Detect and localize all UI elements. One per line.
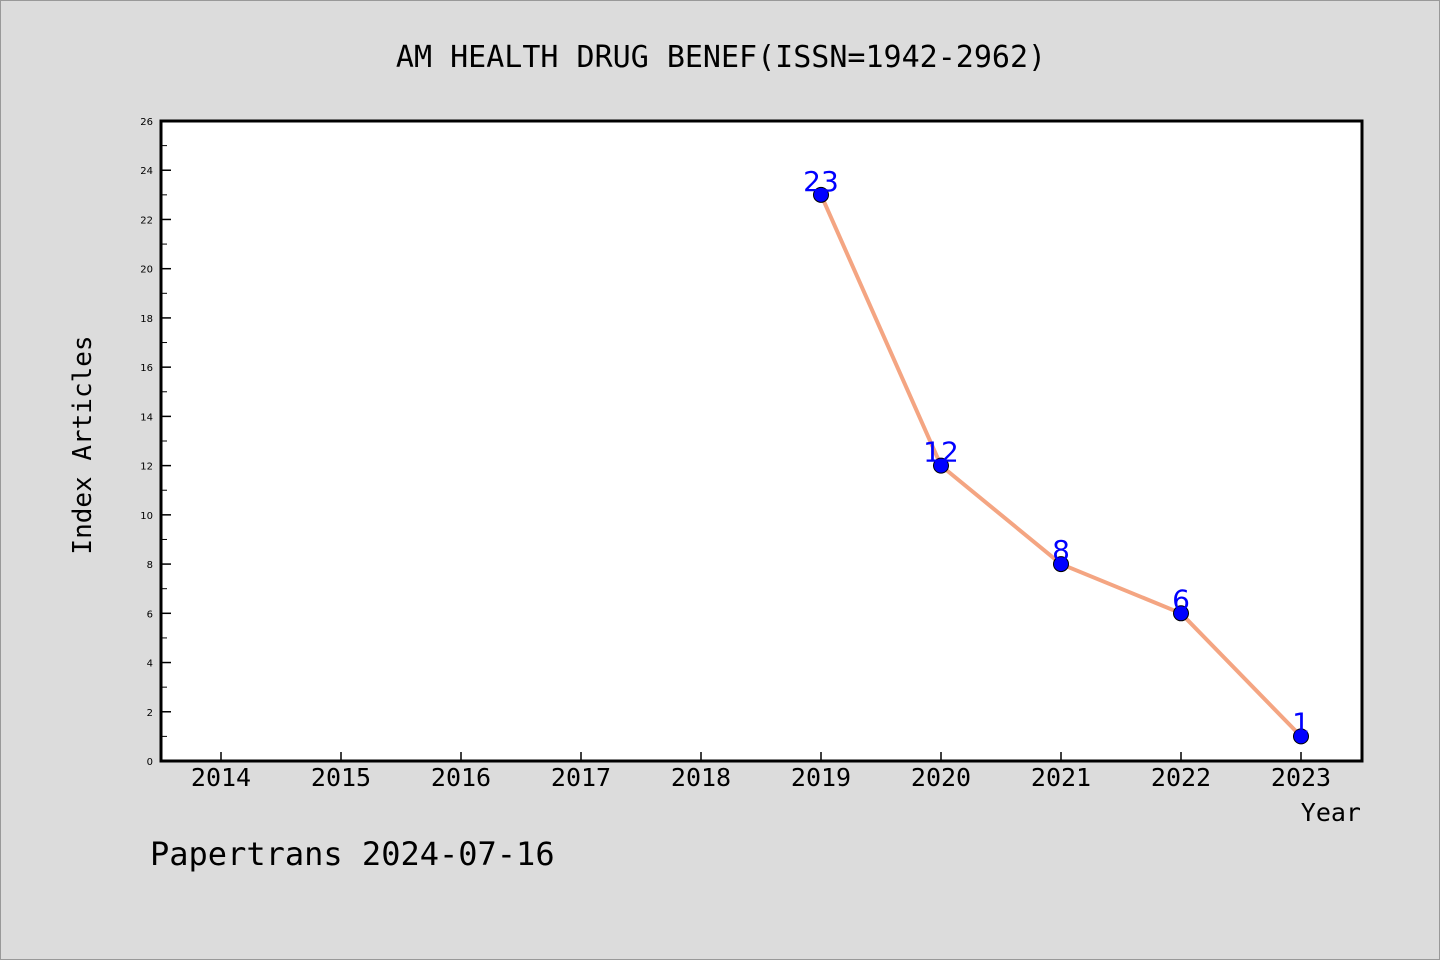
y-tick-label: 14 — [140, 412, 153, 423]
data-point — [1293, 728, 1309, 745]
y-tick-label: 12 — [140, 462, 153, 473]
x-tick-label: 2015 — [311, 763, 371, 792]
x-tick-label: 2020 — [911, 763, 971, 792]
x-tick-label: 2014 — [191, 763, 251, 792]
y-axis-label: Index Articles — [68, 335, 98, 554]
data-point — [933, 457, 949, 474]
y-tick-label: 16 — [140, 363, 153, 374]
plot-area — [159, 119, 1364, 763]
y-tick-label: 4 — [147, 659, 153, 670]
data-point — [1173, 605, 1189, 622]
x-tick-label: 2018 — [671, 763, 731, 792]
chart-title: AM HEALTH DRUG BENEF(ISSN=1942-2962) — [396, 40, 1046, 75]
y-tick-label: 20 — [140, 265, 153, 276]
x-tick-label: 2016 — [431, 763, 491, 792]
y-tick-label: 8 — [147, 560, 153, 571]
footer-text: Papertrans 2024-07-16 — [150, 835, 555, 873]
data-point — [1053, 556, 1069, 573]
y-tick-label: 6 — [147, 609, 153, 620]
y-tick-label: 24 — [140, 166, 153, 177]
y-tick-label: 2 — [147, 708, 153, 719]
y-tick-label: 18 — [140, 314, 153, 325]
y-tick-label: 22 — [140, 215, 153, 226]
data-label: 12 — [923, 436, 959, 469]
data-label: 23 — [803, 165, 839, 198]
x-tick-label: 2022 — [1151, 763, 1211, 792]
y-tick-label: 0 — [147, 757, 153, 768]
x-tick-label: 2023 — [1271, 763, 1331, 792]
x-tick-label: 2017 — [551, 763, 611, 792]
y-tick-label: 26 — [140, 117, 153, 128]
data-point — [813, 186, 829, 203]
data-label: 8 — [1052, 534, 1070, 567]
x-tick-label: 2021 — [1031, 763, 1091, 792]
x-tick-label: 2019 — [791, 763, 851, 792]
data-label: 6 — [1172, 583, 1190, 616]
data-label: 1 — [1292, 706, 1310, 739]
y-tick-label: 10 — [140, 511, 153, 522]
x-axis: 2014 2015 2016 2017 2018 2019 2020 2021 2022 2023 — [191, 752, 1331, 792]
x-axis-label: Year — [1301, 798, 1361, 827]
series-layer: 23 12 8 6 1 — [803, 165, 1310, 745]
